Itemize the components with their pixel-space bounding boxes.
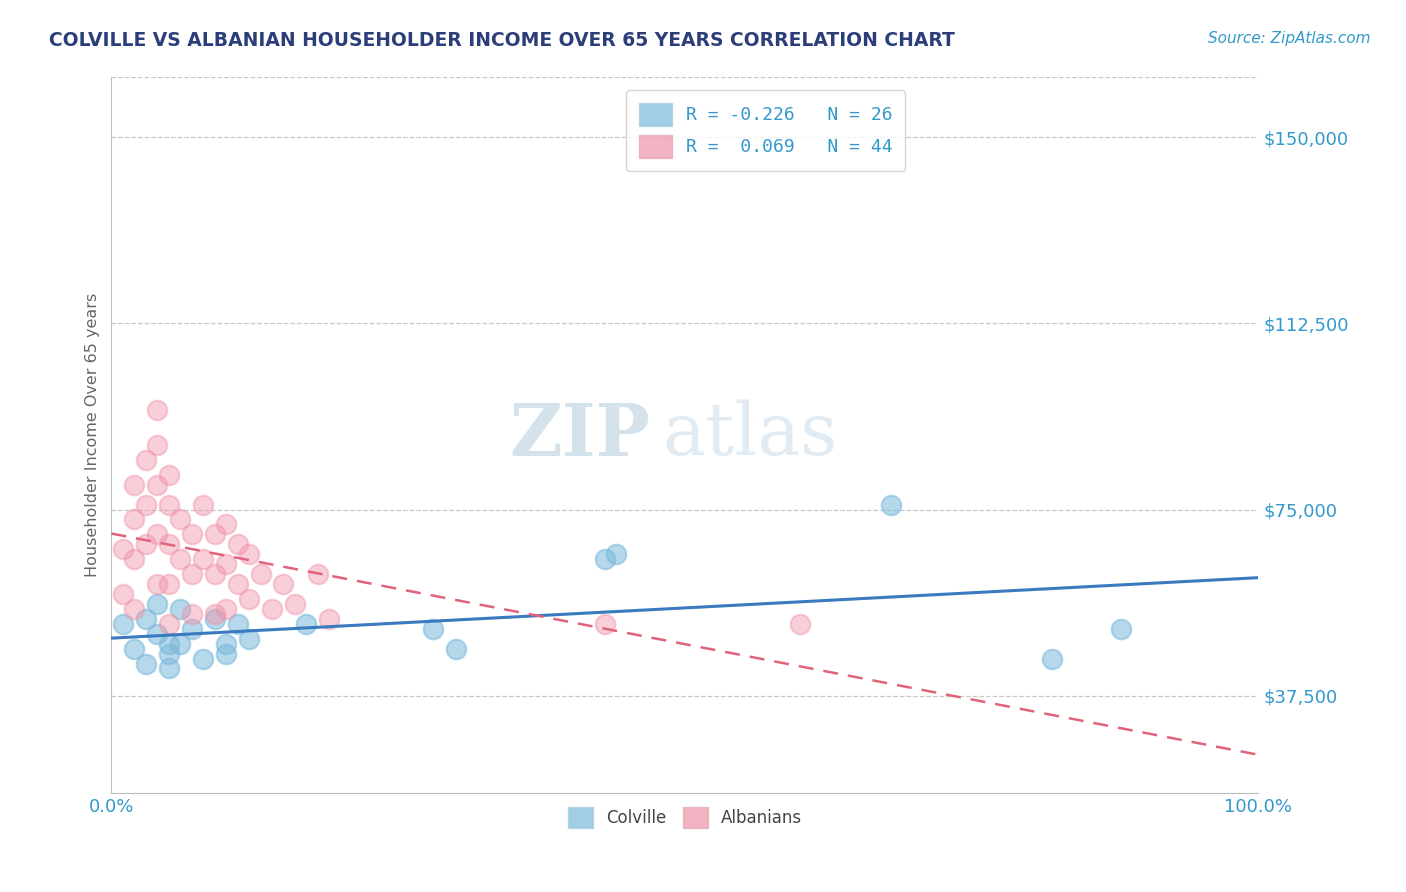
Point xyxy=(135,453,157,467)
Point xyxy=(238,591,260,606)
Point xyxy=(169,512,191,526)
Point xyxy=(422,622,444,636)
Point xyxy=(135,612,157,626)
Point xyxy=(157,616,180,631)
Point xyxy=(444,641,467,656)
Point xyxy=(135,537,157,551)
Point xyxy=(215,647,238,661)
Point xyxy=(180,622,202,636)
Point xyxy=(226,616,249,631)
Point xyxy=(284,597,307,611)
Point xyxy=(880,498,903,512)
Legend: Colville, Albanians: Colville, Albanians xyxy=(561,801,808,834)
Point xyxy=(249,567,271,582)
Point xyxy=(124,477,146,491)
Point xyxy=(593,552,616,566)
Point xyxy=(204,607,226,621)
Point xyxy=(157,467,180,482)
Point xyxy=(307,567,329,582)
Point xyxy=(180,567,202,582)
Point xyxy=(157,577,180,591)
Point xyxy=(226,537,249,551)
Point xyxy=(111,587,134,601)
Point xyxy=(124,552,146,566)
Point xyxy=(1109,622,1132,636)
Point xyxy=(1040,651,1063,665)
Point xyxy=(273,577,295,591)
Point xyxy=(193,498,215,512)
Point xyxy=(146,403,169,417)
Point xyxy=(111,542,134,557)
Point xyxy=(146,626,169,640)
Point xyxy=(157,647,180,661)
Point xyxy=(169,602,191,616)
Point xyxy=(124,512,146,526)
Point xyxy=(180,607,202,621)
Point xyxy=(238,547,260,561)
Point xyxy=(204,612,226,626)
Point xyxy=(135,657,157,671)
Point xyxy=(124,641,146,656)
Point xyxy=(215,602,238,616)
Text: atlas: atlas xyxy=(662,400,838,470)
Point xyxy=(146,477,169,491)
Point xyxy=(215,637,238,651)
Point xyxy=(193,552,215,566)
Point xyxy=(111,616,134,631)
Point xyxy=(124,602,146,616)
Point xyxy=(204,567,226,582)
Point xyxy=(260,602,283,616)
Point xyxy=(157,498,180,512)
Point xyxy=(146,577,169,591)
Text: Source: ZipAtlas.com: Source: ZipAtlas.com xyxy=(1208,31,1371,46)
Point xyxy=(226,577,249,591)
Point xyxy=(169,637,191,651)
Point xyxy=(605,547,627,561)
Point xyxy=(157,637,180,651)
Point xyxy=(238,632,260,646)
Point xyxy=(215,517,238,532)
Point xyxy=(593,616,616,631)
Point xyxy=(193,651,215,665)
Text: COLVILLE VS ALBANIAN HOUSEHOLDER INCOME OVER 65 YEARS CORRELATION CHART: COLVILLE VS ALBANIAN HOUSEHOLDER INCOME … xyxy=(49,31,955,50)
Point xyxy=(295,616,318,631)
Point xyxy=(180,527,202,541)
Point xyxy=(169,552,191,566)
Point xyxy=(215,557,238,571)
Point xyxy=(318,612,340,626)
Point xyxy=(146,597,169,611)
Y-axis label: Householder Income Over 65 years: Householder Income Over 65 years xyxy=(86,293,100,577)
Text: ZIP: ZIP xyxy=(509,400,651,471)
Point xyxy=(789,616,811,631)
Point xyxy=(157,661,180,675)
Point xyxy=(135,498,157,512)
Point xyxy=(204,527,226,541)
Point xyxy=(146,527,169,541)
Point xyxy=(146,438,169,452)
Point xyxy=(157,537,180,551)
